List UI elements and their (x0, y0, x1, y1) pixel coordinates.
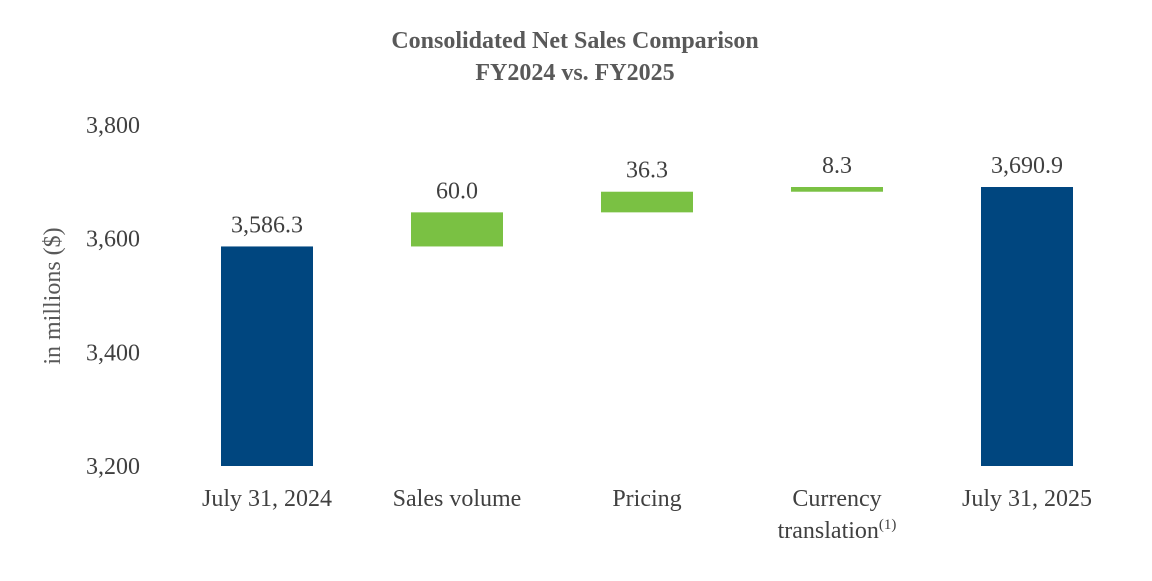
increase-bar (601, 191, 693, 213)
data-label: 3,690.9 (991, 153, 1063, 179)
chart-title: Consolidated Net Sales Comparison (391, 28, 758, 54)
bars-group (221, 187, 1073, 466)
y-tick-label: 3,200 (86, 454, 140, 480)
data-labels-group: 3,586.3 60.0 36.3 8.3 3,690.9 (231, 153, 1063, 238)
increase-bar (411, 212, 503, 247)
data-label: 36.3 (626, 158, 668, 184)
data-label: 3,586.3 (231, 212, 303, 238)
category-label-line2: translation(1) (778, 517, 897, 544)
category-label: Pricing (612, 486, 681, 512)
total-bar (981, 187, 1073, 466)
category-label-line2-text: translation (778, 518, 879, 544)
total-bar (221, 246, 313, 466)
y-tick-label: 3,400 (86, 340, 140, 366)
category-label: Currency (792, 486, 881, 512)
category-label: Sales volume (393, 486, 522, 512)
y-tick-label: 3,800 (86, 113, 140, 139)
data-label: 8.3 (822, 153, 852, 179)
category-labels-group: July 31, 2024 Sales volume Pricing Currency… (202, 486, 1092, 544)
y-tick-label: 3,600 (86, 227, 140, 253)
increase-bar (791, 187, 883, 192)
footnote-superscript: (1) (879, 517, 897, 533)
category-label: July 31, 2025 (962, 486, 1092, 512)
data-label: 60.0 (436, 178, 478, 204)
y-axis-label: in millions ($) (40, 227, 66, 364)
chart-subtitle: FY2024 vs. FY2025 (475, 60, 674, 86)
category-label: July 31, 2024 (202, 486, 332, 512)
y-axis-ticks: 3,200 3,400 3,600 3,800 (86, 113, 140, 480)
